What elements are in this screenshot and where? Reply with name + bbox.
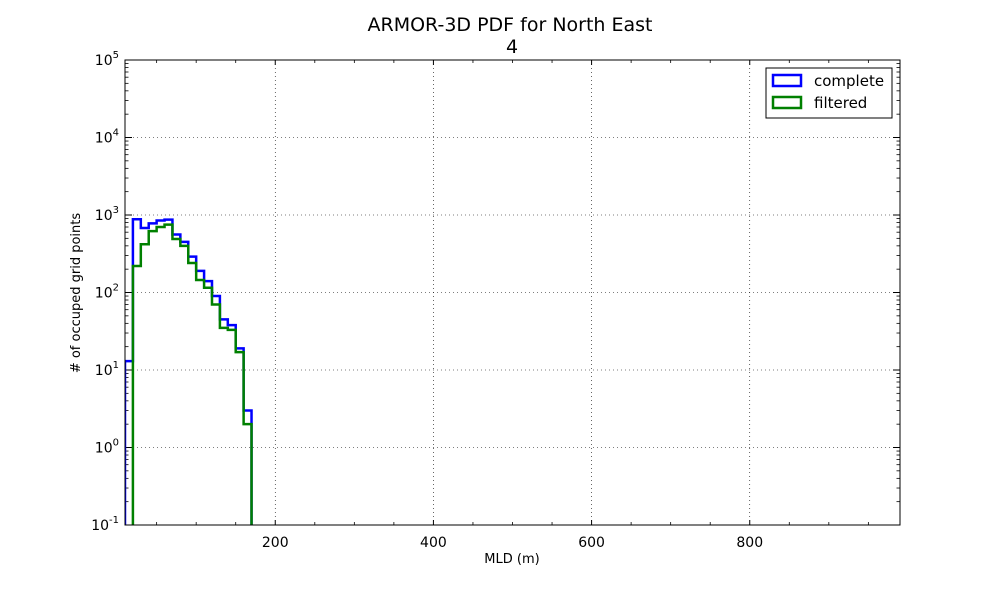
series-layer (125, 218, 253, 525)
y-tick-base: 10 (95, 131, 113, 147)
series-filtered-line (131, 223, 253, 525)
x-tick-label: 600 (578, 535, 605, 551)
series-complete-line (125, 218, 253, 525)
y-tick-exponent: 5 (113, 50, 119, 61)
y-tick-base: 10 (95, 53, 113, 69)
y-tick-label: 103 (95, 205, 119, 224)
y-tick-exponent: 0 (113, 438, 119, 449)
y-tick-exponent: -1 (109, 515, 119, 526)
y-tick-exponent: 1 (113, 360, 119, 371)
x-tick-label: 800 (736, 535, 763, 551)
x-tick-label: 400 (420, 535, 447, 551)
y-tick-base: 10 (95, 208, 113, 224)
legend-label-complete: complete (814, 72, 884, 90)
legend-label-filtered: filtered (814, 94, 867, 112)
y-tick-base: 10 (95, 286, 113, 302)
chart-title: ARMOR-3D PDF for North East (368, 14, 653, 36)
grid-lines (125, 60, 900, 525)
y-tick-base: 10 (95, 363, 113, 379)
y-tick-label: 101 (95, 360, 119, 379)
plot-frame (124, 59, 901, 526)
x-axis-label: MLD (m) (484, 552, 539, 567)
chart-subtitle: 4 (506, 36, 518, 58)
y-tick-exponent: 4 (113, 128, 119, 139)
y-tick-label: 102 (95, 283, 119, 302)
y-tick-base: 10 (91, 518, 109, 534)
y-axis-label: # of occuped grid points (69, 213, 84, 374)
y-tick-label: 104 (95, 128, 119, 147)
y-tick-label: 100 (95, 438, 119, 457)
legend: complete filtered (765, 67, 893, 119)
y-tick-base: 10 (95, 441, 113, 457)
y-tick-exponent: 3 (113, 205, 119, 216)
y-tick-label: 105 (95, 50, 119, 69)
y-tick-label: 10-1 (91, 515, 119, 534)
legend-swatch-complete (771, 73, 803, 88)
legend-box (765, 67, 893, 119)
legend-swatch-filtered (771, 95, 803, 110)
x-tick-label: 200 (262, 535, 289, 551)
y-tick-exponent: 2 (113, 283, 119, 294)
